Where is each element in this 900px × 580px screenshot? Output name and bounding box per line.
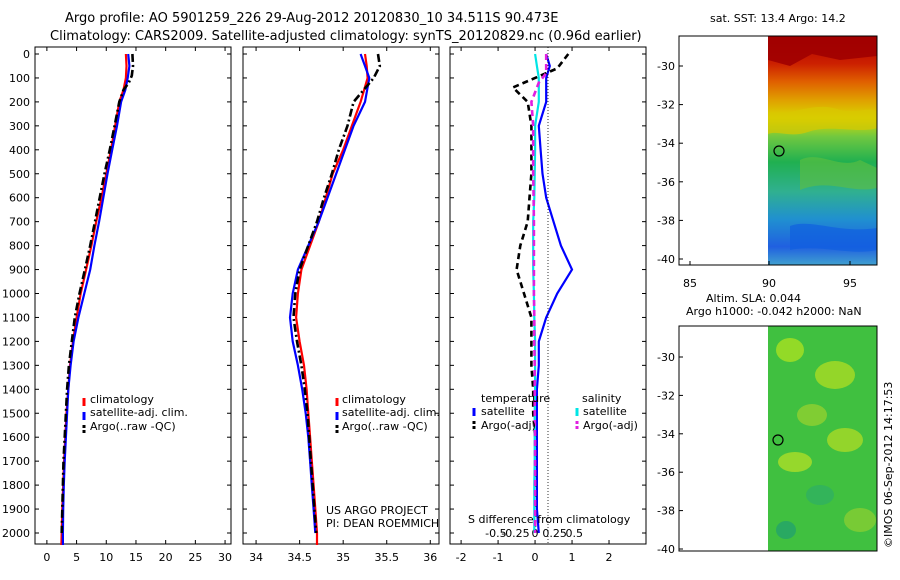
temperature-x-tick-label: 25 [188,551,202,564]
depth-tick-label: 1200 [2,335,30,348]
map-lat-tick-label: -36 [657,466,675,479]
difference-panel-frame [449,46,647,545]
salinity-x-tick-label: 34.5 [287,551,312,564]
series-line-2 [535,53,574,534]
map-lon-tick-label: 95 [843,277,857,290]
difference-legend: temperature salinity satellite Argo(-adj… [472,392,638,432]
legend-temperature-header: temperature [481,392,550,405]
map-lat-tick-label: -40 [657,543,675,556]
depth-tick-label: 1000 [2,288,30,301]
legend-sal-satellite: satellite [583,405,627,418]
depth-tick-label: 1100 [2,311,30,324]
difference-t-tick-label: 2 [606,551,613,564]
salinity-legend-argo: Argo(..raw -QC) [342,420,428,433]
sla-argo-marker [772,434,784,446]
depth-tick-label: 800 [9,240,30,253]
series-line-0 [61,53,131,545]
temperature-legend: climatology satellite-adj. clim. Argo(..… [82,393,188,433]
legend-temp-argo: Argo(-adj) [481,419,536,432]
map-lon-tick-label: 90 [762,277,776,290]
difference-s-tick-label: -0.5 [485,527,506,540]
difference-s-tick-label: 0 [532,527,539,540]
map-lat-tick-label: -30 [657,351,675,364]
figure-title-line2: Climatology: CARS2009. Satellite-adjuste… [50,29,642,44]
temperature-legend-argo: Argo(..raw -QC) [90,420,176,433]
temperature-x-tick-label: 15 [129,551,143,564]
depth-tick-label: 100 [9,72,30,85]
sst-heatmap [768,36,877,265]
difference-t-tick-label: 1 [569,551,576,564]
depth-tick-label: 700 [9,216,30,229]
temperature-x-tick-label: 20 [159,551,173,564]
salinity-x-tick-label: 34 [249,551,263,564]
depth-tick-label: 1500 [2,407,30,420]
salinity-x-tick-label: 35 [336,551,350,564]
series-line-1 [292,53,382,534]
temperature-panel-frame [34,46,232,545]
map-lat-tick-label: -32 [657,389,675,402]
difference-s-tick-label: 0.25 [542,527,567,540]
depth-tick-label: 1700 [2,455,30,468]
depth-tick-label: 400 [9,144,30,157]
sla-map-title-1: Altim. SLA: 0.044 [706,292,801,305]
depth-tick-label: 200 [9,96,30,109]
temperature-x-tick-label: 0 [43,551,50,564]
map-lat-tick-label: -40 [657,253,675,266]
map-lat-tick-label: -36 [657,176,675,189]
map-lat-tick-label: -38 [657,214,675,227]
sst-map-title: sat. SST: 13.4 Argo: 14.2 [710,12,846,25]
series-line-1 [288,53,371,534]
salinity-legend-climatology: climatology [342,393,406,406]
salinity-panel-frame [242,46,440,545]
temperature-x-tick-label: 5 [73,551,80,564]
map-lat-tick-label: -34 [657,428,675,441]
depth-tick-label: 900 [9,264,30,277]
depth-tick-label: 1800 [2,479,30,492]
credit-text: ©IMOS 06-Sep-2012 14:17:53 [882,382,895,548]
series-line-1 [294,53,369,545]
legend-salinity-header: salinity [582,392,622,405]
depth-tick-label: 300 [9,120,30,133]
temperature-x-tick-label: 10 [99,551,113,564]
salinity-x-tick-label: 36 [423,551,437,564]
map-lat-tick-label: -30 [657,60,675,73]
legend-temp-satellite: satellite [481,405,525,418]
difference-t-tick-label: -2 [456,551,467,564]
difference-t-tick-label: -1 [493,551,504,564]
difference-s-tick-label: -0.25 [501,527,529,540]
depth-tick-label: 2000 [2,527,30,540]
temperature-legend-climatology: climatology [90,393,154,406]
depth-tick-label: 1900 [2,503,30,516]
depth-tick-label: 1600 [2,431,30,444]
map-lat-tick-label: -32 [657,99,675,112]
depth-tick-label: 600 [9,192,30,205]
depth-tick-label: 0 [23,48,30,61]
map-lat-tick-label: -34 [657,137,675,150]
series-line-0 [60,53,135,534]
sst-argo-marker [773,145,785,157]
temperature-legend-satellite: satellite-adj. clim. [90,406,188,419]
depth-tick-label: 1300 [2,359,30,372]
temperature-x-tick-label: 30 [218,551,232,564]
depth-tick-label: 1400 [2,383,30,396]
map-lat-tick-label: -38 [657,505,675,518]
series-line-2 [510,53,570,533]
salinity-legend: climatology satellite-adj. clim. Argo(..… [335,393,440,433]
depth-tick-label: 500 [9,168,30,181]
figure-title-line1: Argo profile: AO 5901259_226 29-Aug-2012… [65,11,558,26]
difference-xlabel: S difference from climatology [468,513,631,526]
difference-t-tick-label: 0 [532,551,539,564]
sla-heatmap [768,326,877,551]
salinity-legend-satellite: satellite-adj. clim. [342,406,440,419]
map-lon-tick-label: 85 [683,277,697,290]
sla-map-title-2: Argo h1000: -0.042 h2000: NaN [686,305,862,318]
series-line-2 [530,54,548,533]
legend-sal-argo: Argo(-adj) [583,419,638,432]
project-text-2: PI: DEAN ROEMMICH [326,517,439,530]
difference-s-tick-label: 0.5 [566,527,584,540]
salinity-x-tick-label: 35.5 [374,551,399,564]
project-text-1: US ARGO PROJECT [326,504,428,517]
